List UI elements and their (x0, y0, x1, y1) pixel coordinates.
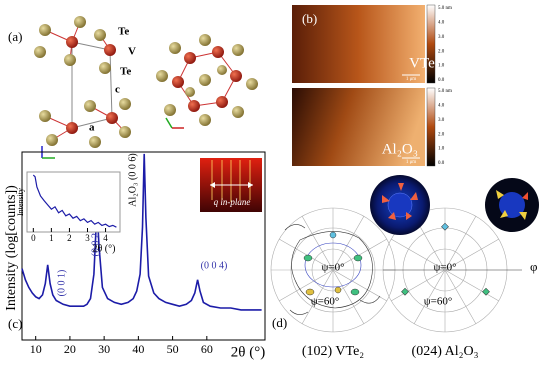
x-tick-label: 1 (49, 233, 54, 243)
y-axis-label: Intensity (16, 188, 25, 216)
x-tick-label: 20 (64, 342, 76, 356)
peak-label: (0 0 2) (90, 230, 101, 257)
colorbar-tick-label: 0.0 (438, 161, 445, 166)
psi-label: ψ=60° (311, 296, 340, 308)
peak-label: (0 0 4) (201, 260, 228, 271)
colorbar (426, 4, 436, 84)
colorbar-tick-label: 1.0 (438, 147, 445, 152)
phi-label: φ (530, 259, 538, 274)
arrow-head (210, 182, 253, 188)
pole-caption: (024) Al₂O₃ (412, 344, 479, 359)
x-tick-label: 40 (132, 342, 144, 356)
colorbar (426, 87, 436, 167)
data-line (32, 174, 117, 228)
x-tick-label: 10 (30, 342, 42, 356)
x-tick-label: 30 (98, 342, 110, 356)
peak-label: Al₂O₃ (0 0 6) (127, 153, 138, 206)
axis-label: c (115, 84, 120, 96)
scale-bar-label: 1 μm (406, 160, 416, 165)
atom-label: V (128, 46, 136, 58)
axis-label: a (89, 122, 95, 134)
afm-image (292, 88, 425, 166)
panel-label: (b) (302, 11, 317, 26)
colorbar-tick-label: 5.0 nm (438, 89, 452, 94)
y-axis-label: Intensity (log[counts]) (4, 185, 19, 311)
image-label: VTe₂ (409, 55, 440, 71)
x-tick-label: 2 (67, 233, 72, 243)
colorbar-tick-label: 3.0 (438, 35, 445, 40)
x-tick-label: 3 (85, 233, 90, 243)
pole-spots (303, 222, 490, 296)
pole-caption: (102) VTe₂ (302, 344, 364, 359)
peak-label: (0 0 1) (56, 270, 67, 297)
psi-label: ψ=0° (322, 262, 345, 274)
pole-sphere-spot (496, 190, 527, 220)
colorbar-tick-label: 2.0 (438, 132, 445, 137)
panel-label: (a) (8, 29, 22, 44)
atom-label: Te (118, 26, 129, 38)
x-tick-label: 0 (31, 233, 36, 243)
x-axis-label: 2θ (°) (93, 243, 116, 254)
x-tick-label: 60 (201, 342, 213, 356)
x-axis-label: 2θ (°) (231, 344, 265, 360)
image-label: Al₂O₃ (382, 141, 418, 157)
rheed-streaks (211, 160, 251, 202)
pole-sphere-core (387, 192, 413, 218)
inset-label: q in-plane (214, 197, 251, 207)
atom-label: Te (120, 66, 131, 78)
x-tick-label: 50 (167, 342, 179, 356)
crystal-structure (34, 16, 258, 159)
psi-label: ψ=0° (434, 262, 457, 274)
colorbar-tick-label: 0.0 (438, 78, 445, 83)
colorbar-tick-label: 4.0 (438, 21, 445, 26)
colorbar-tick-label: 4.0 (438, 104, 445, 109)
pole-sphere-spot (522, 192, 528, 200)
colorbar-tick-label: 2.0 (438, 49, 445, 54)
data-line (21, 153, 262, 311)
panel-label: (c) (8, 316, 22, 331)
colorbar-tick-label: 1.0 (438, 64, 445, 69)
pole-figure (270, 207, 522, 333)
afm-image (292, 5, 425, 83)
panel-label: (d) (272, 315, 287, 330)
psi-label: ψ=60° (424, 296, 453, 308)
scale-bar-label: 1 μm (406, 77, 416, 82)
plot-frame (21, 151, 266, 341)
colorbar-tick-label: 3.0 (438, 118, 445, 123)
inset-frame (26, 171, 121, 233)
x-tick-label: 4 (103, 233, 108, 243)
colorbar-tick-label: 5.0 nm (438, 6, 452, 11)
